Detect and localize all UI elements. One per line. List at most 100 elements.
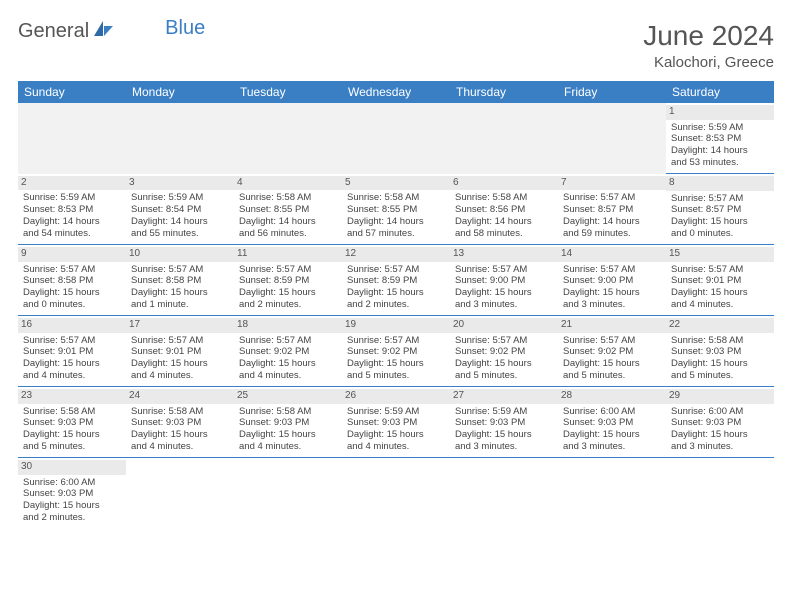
day-info-line: Sunrise: 5:57 AM (131, 264, 229, 276)
calendar-day: 26Sunrise: 5:59 AMSunset: 9:03 PMDayligh… (342, 387, 450, 458)
day-info: Sunrise: 5:58 AMSunset: 8:56 PMDaylight:… (454, 192, 554, 240)
day-info-line: Sunset: 8:54 PM (131, 204, 229, 216)
day-info-line: Sunrise: 5:57 AM (671, 264, 769, 276)
calendar-table: SundayMondayTuesdayWednesdayThursdayFrid… (18, 81, 774, 528)
day-info: Sunrise: 5:57 AMSunset: 8:58 PMDaylight:… (130, 264, 230, 312)
day-info-line: Sunset: 8:58 PM (23, 275, 121, 287)
day-info-line: and 4 minutes. (347, 441, 445, 453)
day-info: Sunrise: 5:59 AMSunset: 8:54 PMDaylight:… (130, 192, 230, 240)
day-info-line: and 56 minutes. (239, 228, 337, 240)
day-info-line: Daylight: 15 hours (671, 216, 769, 228)
calendar-day-empty (126, 458, 234, 529)
day-info-line: Daylight: 15 hours (455, 429, 553, 441)
header: General Blue June 2024 Kalochori, Greece (18, 20, 774, 71)
day-info-line: Daylight: 15 hours (131, 358, 229, 370)
day-info-line: Sunset: 9:03 PM (347, 417, 445, 429)
calendar-day: 14Sunrise: 5:57 AMSunset: 9:00 PMDayligh… (558, 245, 666, 316)
calendar-day: 28Sunrise: 6:00 AMSunset: 9:03 PMDayligh… (558, 387, 666, 458)
calendar-day: 20Sunrise: 5:57 AMSunset: 9:02 PMDayligh… (450, 316, 558, 387)
calendar-day: 16Sunrise: 5:57 AMSunset: 9:01 PMDayligh… (18, 316, 126, 387)
day-info-line: Sunrise: 6:00 AM (23, 477, 121, 489)
day-info-line: Daylight: 15 hours (347, 358, 445, 370)
day-info: Sunrise: 5:58 AMSunset: 9:03 PMDaylight:… (670, 335, 770, 383)
calendar-day-empty (234, 103, 342, 174)
day-number: 3 (126, 176, 234, 191)
day-info-line: Sunrise: 5:57 AM (23, 264, 121, 276)
day-info-line: and 59 minutes. (563, 228, 661, 240)
logo-sail-icon (93, 20, 115, 43)
day-info-line: Sunset: 9:01 PM (671, 275, 769, 287)
day-info: Sunrise: 5:57 AMSunset: 9:01 PMDaylight:… (22, 335, 122, 383)
day-info-line: Sunrise: 5:57 AM (563, 264, 661, 276)
day-info-line: Sunrise: 5:57 AM (455, 335, 553, 347)
day-number: 30 (18, 460, 126, 475)
day-info-line: and 57 minutes. (347, 228, 445, 240)
title-block: June 2024 Kalochori, Greece (643, 20, 774, 71)
calendar-day-empty (558, 458, 666, 529)
month-title: June 2024 (643, 20, 774, 52)
day-info-line: Daylight: 15 hours (239, 358, 337, 370)
day-info-line: and 4 minutes. (23, 370, 121, 382)
day-info-line: Sunset: 9:03 PM (239, 417, 337, 429)
day-number: 11 (234, 247, 342, 262)
calendar-day-empty (342, 458, 450, 529)
day-info-line: Sunset: 8:55 PM (239, 204, 337, 216)
day-info-line: and 58 minutes. (455, 228, 553, 240)
calendar-day: 22Sunrise: 5:58 AMSunset: 9:03 PMDayligh… (666, 316, 774, 387)
day-info: Sunrise: 5:58 AMSunset: 9:03 PMDaylight:… (238, 406, 338, 454)
day-info-line: Sunrise: 5:57 AM (347, 335, 445, 347)
day-number: 18 (234, 318, 342, 333)
calendar-day: 25 Sunrise: 5:58 AMSunset: 9:03 PMDayligh… (234, 387, 342, 458)
calendar-week: 30Sunrise: 6:00 AMSunset: 9:03 PMDayligh… (18, 458, 774, 529)
day-info-line: Sunrise: 5:57 AM (131, 335, 229, 347)
day-info-line: Sunset: 9:01 PM (23, 346, 121, 358)
logo-text-general: General (18, 20, 89, 43)
calendar-week: 1Sunrise: 5:59 AMSunset: 8:53 PMDaylight… (18, 103, 774, 174)
day-info-line: Sunset: 8:59 PM (347, 275, 445, 287)
day-number: 24 (126, 389, 234, 404)
day-info: Sunrise: 5:58 AMSunset: 9:03 PMDaylight:… (130, 406, 230, 454)
day-info: Sunrise: 5:57 AMSunset: 9:01 PMDaylight:… (130, 335, 230, 383)
calendar-day: 17 Sunrise: 5:57 AMSunset: 9:01 PMDayligh… (126, 316, 234, 387)
day-info-line: Sunset: 9:03 PM (131, 417, 229, 429)
day-info-line: Sunset: 9:03 PM (671, 417, 769, 429)
day-info-line: Sunrise: 5:57 AM (563, 335, 661, 347)
day-info-line: Sunrise: 5:58 AM (239, 192, 337, 204)
day-info: Sunrise: 6:00 AMSunset: 9:03 PMDaylight:… (670, 406, 770, 454)
day-info-line: and 4 minutes. (671, 299, 769, 311)
day-info-line: Sunset: 9:00 PM (455, 275, 553, 287)
day-number: 4 (234, 176, 342, 191)
day-info: Sunrise: 5:59 AMSunset: 9:03 PMDaylight:… (454, 406, 554, 454)
day-number: 9 (18, 247, 126, 262)
day-number: 13 (450, 247, 558, 262)
day-info: Sunrise: 5:57 AMSunset: 9:02 PMDaylight:… (454, 335, 554, 383)
day-info-line: Sunset: 9:03 PM (23, 488, 121, 500)
day-info-line: Sunset: 8:53 PM (671, 133, 769, 145)
day-info-line: Daylight: 15 hours (239, 287, 337, 299)
calendar-day-empty (234, 458, 342, 529)
day-info-line: Daylight: 15 hours (671, 358, 769, 370)
calendar-day: 13Sunrise: 5:57 AMSunset: 9:00 PMDayligh… (450, 245, 558, 316)
calendar-week: 2Sunrise: 5:59 AMSunset: 8:53 PMDaylight… (18, 174, 774, 245)
calendar-day-empty (450, 458, 558, 529)
day-info: Sunrise: 5:57 AMSunset: 9:02 PMDaylight:… (238, 335, 338, 383)
day-info-line: Daylight: 15 hours (239, 429, 337, 441)
day-info-line: Daylight: 14 hours (671, 145, 769, 157)
day-info-line: Sunrise: 5:58 AM (455, 192, 553, 204)
day-info-line: and 5 minutes. (563, 370, 661, 382)
calendar-body: 1Sunrise: 5:59 AMSunset: 8:53 PMDaylight… (18, 103, 774, 528)
day-number: 21 (558, 318, 666, 333)
day-info-line: Sunrise: 5:57 AM (239, 264, 337, 276)
day-info: Sunrise: 5:57 AMSunset: 9:02 PMDaylight:… (562, 335, 662, 383)
day-info-line: Daylight: 15 hours (563, 358, 661, 370)
day-number: 17 (126, 318, 234, 333)
day-info-line: and 3 minutes. (671, 441, 769, 453)
calendar-day: 21 Sunrise: 5:57 AMSunset: 9:02 PMDayligh… (558, 316, 666, 387)
day-info-line: Sunrise: 6:00 AM (563, 406, 661, 418)
day-info-line: Sunset: 8:53 PM (23, 204, 121, 216)
day-info-line: Sunrise: 5:59 AM (23, 192, 121, 204)
day-info-line: Daylight: 15 hours (455, 358, 553, 370)
day-number: 25 (234, 389, 342, 404)
day-header: Monday (126, 81, 234, 103)
day-info-line: Sunrise: 5:58 AM (131, 406, 229, 418)
